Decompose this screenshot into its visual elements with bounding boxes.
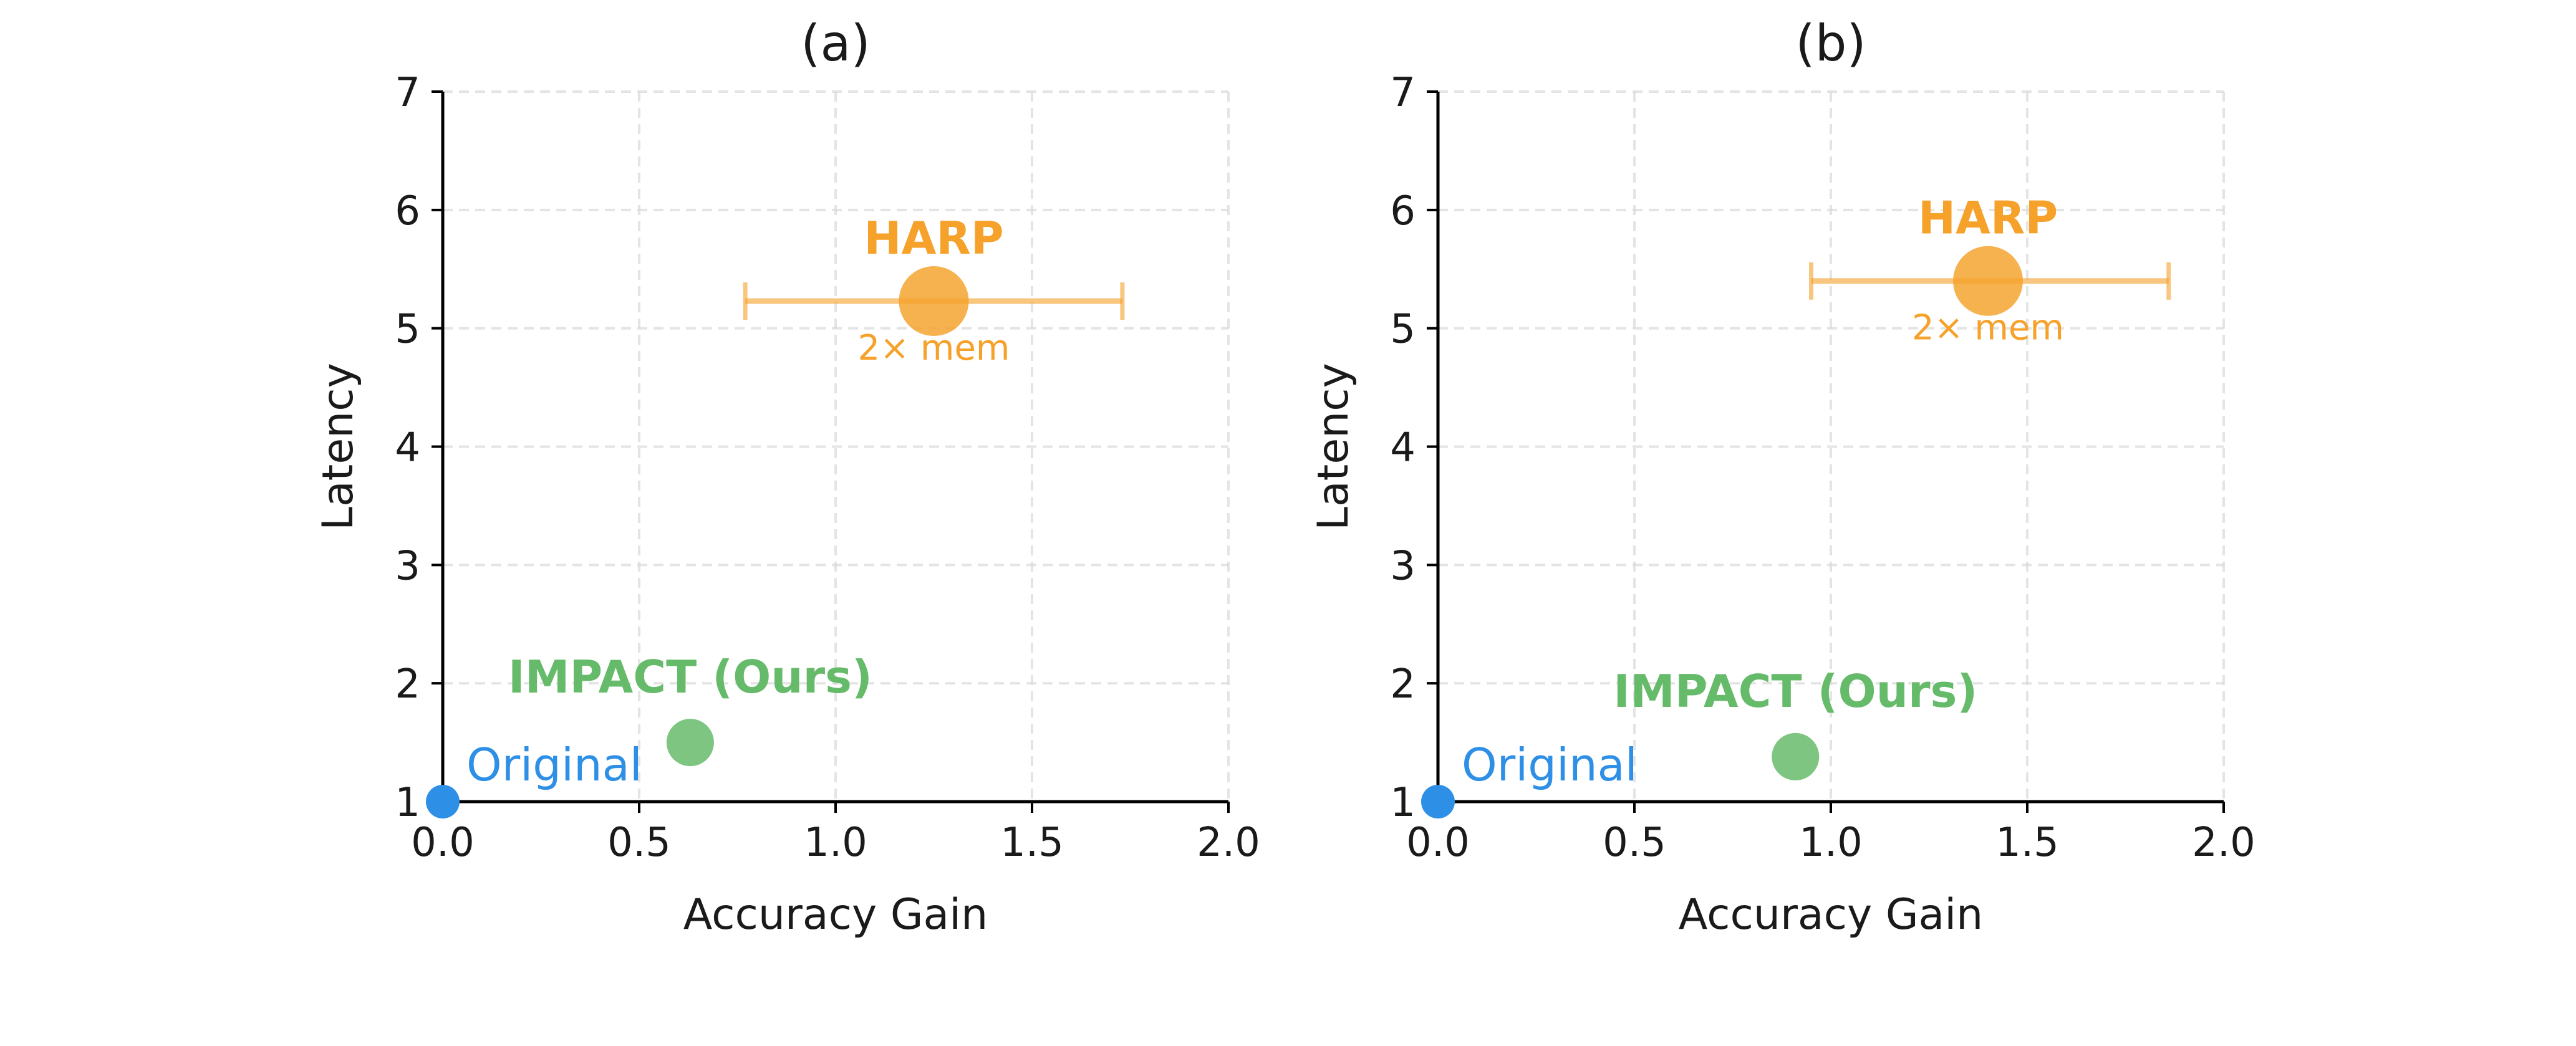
original-point xyxy=(426,785,460,818)
x-tick-label: 2.0 xyxy=(1197,820,1260,866)
y-tick-label: 1 xyxy=(395,780,420,826)
y-tick-label: 3 xyxy=(1390,543,1416,589)
y-tick-label: 4 xyxy=(1390,425,1416,471)
x-tick-label: 1.0 xyxy=(1799,820,1863,866)
original-label: Original xyxy=(1462,739,1638,791)
y-tick-label: 2 xyxy=(395,661,420,708)
harp-label: HARP xyxy=(1918,192,2058,244)
y-tick-label: 7 xyxy=(395,70,420,116)
y-tick-label: 5 xyxy=(395,307,420,353)
harp-mem-label: 2× mem xyxy=(858,328,1010,368)
harp-point xyxy=(899,266,969,337)
original-label: Original xyxy=(466,739,642,791)
x-tick-label: 0.5 xyxy=(607,820,671,866)
y-tick-label: 1 xyxy=(1390,780,1416,826)
x-axis-label: Accuracy Gain xyxy=(683,890,988,939)
harp-point xyxy=(1953,246,2023,316)
y-axis-label: Latency xyxy=(314,363,363,530)
x-tick-label: 1.5 xyxy=(1000,820,1064,866)
impact-label: IMPACT (Ours) xyxy=(508,651,872,703)
x-tick-label: 1.5 xyxy=(1995,820,2059,866)
impact-point xyxy=(1772,732,1820,780)
harp-mem-label: 2× mem xyxy=(1912,308,2064,348)
x-tick-label: 2.0 xyxy=(2192,820,2255,866)
x-tick-label: 1.0 xyxy=(804,820,867,866)
y-tick-label: 7 xyxy=(1390,70,1416,116)
y-tick-label: 4 xyxy=(395,425,420,471)
y-tick-label: 3 xyxy=(395,543,420,589)
panel-title: (b) xyxy=(1795,14,1866,72)
y-tick-label: 2 xyxy=(1390,661,1416,708)
x-tick-label: 0.0 xyxy=(1406,820,1470,866)
panel-b: 0.0 0.5 1.0 1.5 2.0 1 2 3 4 5 6 7 (b) Accuracy Gain La… xyxy=(1309,14,2255,939)
y-tick-label: 5 xyxy=(1390,307,1416,353)
y-tick-label: 6 xyxy=(395,188,420,234)
panel-title: (a) xyxy=(801,14,870,72)
original-point xyxy=(1421,785,1455,818)
panel-a: 0.0 0.5 1.0 1.5 2.0 1 2 3 4 5 6 7 (a) Accuracy Gain La… xyxy=(314,14,1260,939)
impact-label: IMPACT (Ours) xyxy=(1613,665,1977,717)
y-axis-label: Latency xyxy=(1309,363,1358,530)
x-axis-label: Accuracy Gain xyxy=(1679,890,1983,939)
x-tick-label: 0.5 xyxy=(1603,820,1666,866)
x-tick-label: 0.0 xyxy=(411,820,475,866)
impact-point xyxy=(666,719,714,767)
y-tick-label: 6 xyxy=(1390,188,1416,234)
harp-label: HARP xyxy=(864,212,1003,264)
